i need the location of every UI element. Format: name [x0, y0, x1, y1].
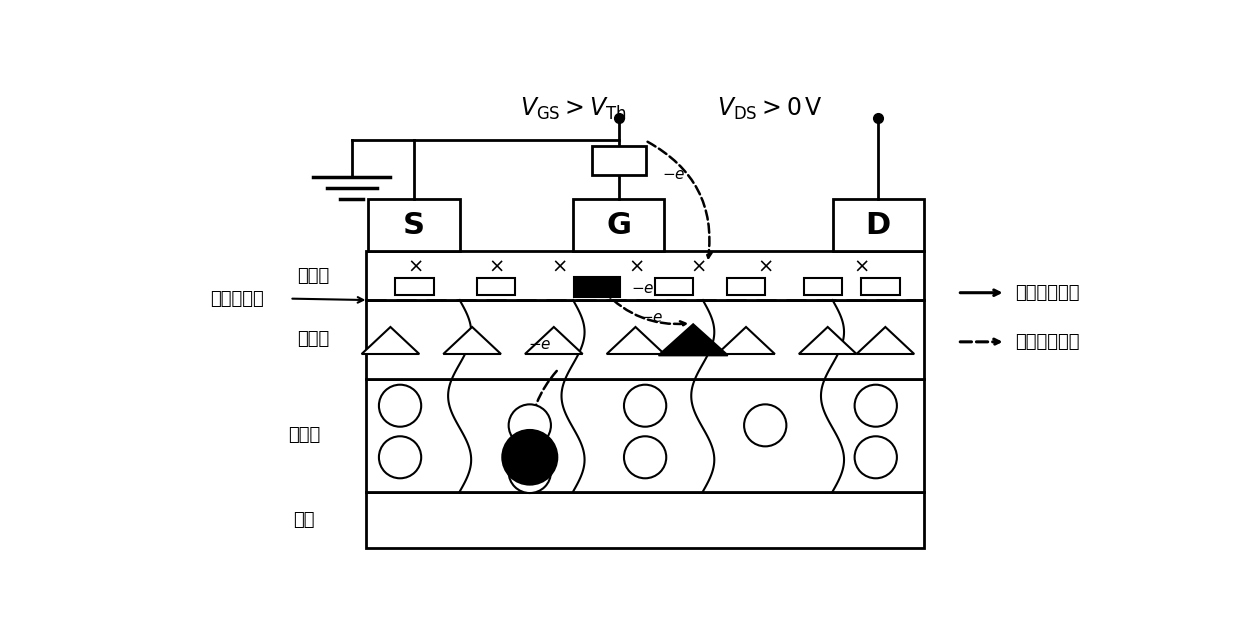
Polygon shape [362, 327, 419, 354]
Bar [574, 277, 620, 297]
Bar [477, 278, 516, 295]
Text: $\times$: $\times$ [551, 256, 567, 275]
Polygon shape [717, 327, 775, 354]
Polygon shape [799, 327, 857, 354]
Ellipse shape [624, 385, 666, 427]
Text: $-e$: $-e$ [662, 167, 686, 182]
Polygon shape [606, 327, 665, 354]
Ellipse shape [379, 436, 422, 478]
Bar [573, 199, 665, 251]
Text: G: G [606, 211, 631, 240]
Text: $\times$: $\times$ [627, 256, 644, 275]
Text: 沟道层: 沟道层 [298, 330, 330, 348]
Ellipse shape [379, 385, 422, 427]
Text: S: S [403, 211, 425, 240]
Bar [367, 492, 924, 548]
Ellipse shape [744, 404, 786, 447]
Text: $-e$: $-e$ [640, 310, 663, 325]
Polygon shape [444, 327, 501, 354]
Text: 缓冲层: 缓冲层 [288, 426, 320, 444]
Ellipse shape [508, 451, 551, 493]
Bar [367, 300, 924, 379]
Bar [655, 278, 693, 295]
Bar [591, 146, 646, 175]
Text: $\times$: $\times$ [691, 256, 706, 275]
Ellipse shape [508, 404, 551, 447]
Ellipse shape [854, 436, 897, 478]
Text: 资底: 资底 [293, 510, 315, 529]
Bar [367, 251, 924, 300]
Text: $-e$: $-e$ [631, 281, 655, 296]
Text: $\times$: $\times$ [489, 256, 503, 275]
Text: $-e$: $-e$ [528, 337, 552, 352]
Polygon shape [857, 327, 914, 354]
Text: 二维电子气: 二维电子气 [210, 290, 264, 308]
Text: 势垒层: 势垒层 [298, 267, 330, 285]
Ellipse shape [502, 430, 557, 485]
Polygon shape [525, 327, 583, 354]
Bar [396, 278, 434, 295]
Text: $\times$: $\times$ [853, 256, 869, 275]
Ellipse shape [854, 385, 897, 427]
Polygon shape [658, 324, 728, 355]
Text: D: D [866, 211, 890, 240]
Text: $\times$: $\times$ [758, 256, 773, 275]
Text: $\times$: $\times$ [407, 256, 423, 275]
Text: 电子释放过程: 电子释放过程 [1016, 333, 1080, 351]
Bar [804, 278, 842, 295]
Bar [368, 199, 460, 251]
Ellipse shape [624, 436, 666, 478]
Bar [367, 379, 924, 492]
Text: $V_{\rm DS}>0\,\rm V$: $V_{\rm DS}>0\,\rm V$ [717, 96, 823, 122]
Text: 电子信获过程: 电子信获过程 [1016, 284, 1080, 302]
Text: $V_{\rm GS}>V_{\rm Th}$: $V_{\rm GS}>V_{\rm Th}$ [520, 96, 626, 122]
Bar [832, 199, 924, 251]
Bar [862, 278, 900, 295]
Bar [727, 278, 765, 295]
